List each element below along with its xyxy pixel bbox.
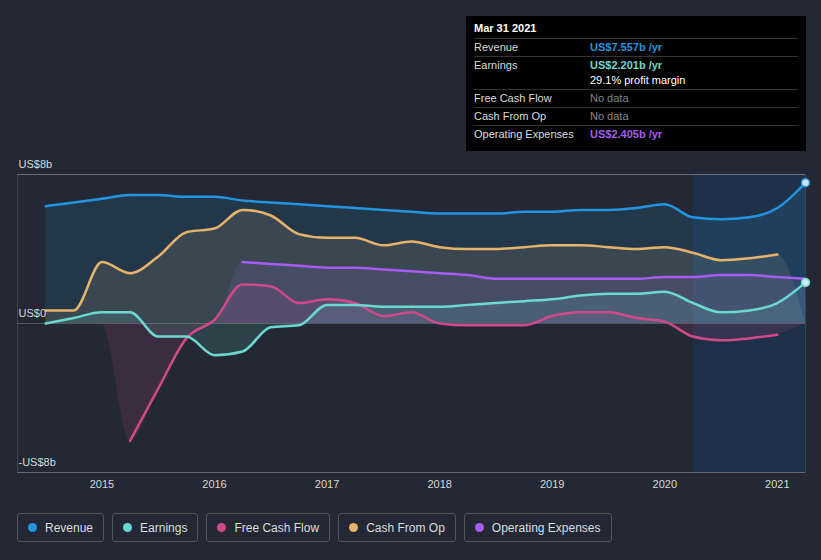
html-text:No data: No data <box>590 92 629 104</box>
svg-text:2020: 2020 <box>653 478 677 490</box>
svg-text:US$8b: US$8b <box>19 158 53 170</box>
svg-text:2019: 2019 <box>540 478 564 490</box>
html-text:Mar 31 2021: Mar 31 2021 <box>474 22 537 34</box>
svg-text:2021: 2021 <box>765 478 789 490</box>
html-text:US$2.201b /yr: US$2.201b /yr <box>590 59 663 71</box>
html-text:Cash From Op: Cash From Op <box>474 110 547 122</box>
html-text:Free Cash Flow: Free Cash Flow <box>474 92 552 104</box>
svg-text:2018: 2018 <box>427 478 451 490</box>
svg-text:2015: 2015 <box>90 478 114 490</box>
svg-text:2017: 2017 <box>315 478 339 490</box>
html-text:Revenue: Revenue <box>45 520 93 535</box>
html-text:Free Cash Flow: Free Cash Flow <box>234 520 320 535</box>
svg-text:US$0: US$0 <box>19 307 47 319</box>
html-text:Earnings: Earnings <box>474 59 518 71</box>
svg-text:2016: 2016 <box>202 478 226 490</box>
svg-text:-US$8b: -US$8b <box>19 456 56 468</box>
html-text:Earnings: Earnings <box>140 520 188 535</box>
html-text:Revenue: Revenue <box>474 41 518 53</box>
html-text:Operating Expenses: Operating Expenses <box>474 128 574 140</box>
html-text:29.1% profit margin: 29.1% profit margin <box>590 74 686 86</box>
html-text:Operating Expenses: Operating Expenses <box>491 520 601 535</box>
html-text:No data: No data <box>590 110 629 122</box>
html-text:US$2.405b /yr: US$2.405b /yr <box>590 128 663 140</box>
html-text:US$7.557b /yr: US$7.557b /yr <box>590 41 663 53</box>
html-text:Cash From Op: Cash From Op <box>366 520 445 535</box>
